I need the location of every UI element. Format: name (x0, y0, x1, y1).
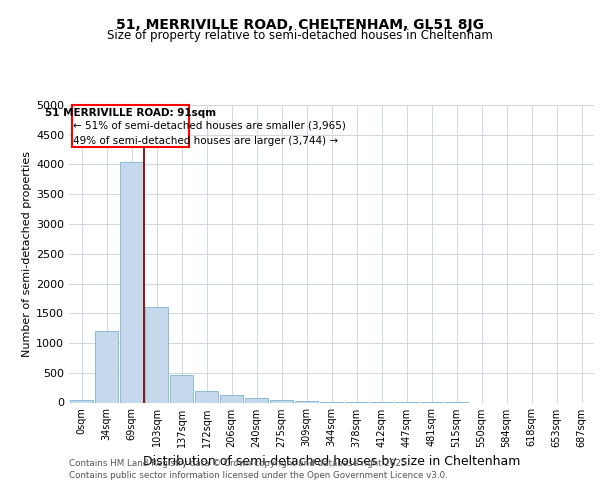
Text: ← 51% of semi-detached houses are smaller (3,965): ← 51% of semi-detached houses are smalle… (73, 121, 346, 131)
Y-axis label: Number of semi-detached properties: Number of semi-detached properties (22, 151, 32, 357)
Bar (170, 375, 193, 402)
Bar (270, 400, 293, 402)
Bar (145, 308, 168, 402)
Text: Contains public sector information licensed under the Open Government Licence v3: Contains public sector information licen… (69, 472, 448, 480)
Text: 49% of semi-detached houses are larger (3,744) →: 49% of semi-detached houses are larger (… (73, 136, 338, 146)
Bar (195, 391, 218, 402)
Bar (70, 400, 93, 402)
Bar (245, 398, 268, 402)
Bar (71, 105, 189, 146)
Bar (220, 396, 243, 402)
Text: Size of property relative to semi-detached houses in Cheltenham: Size of property relative to semi-detach… (107, 29, 493, 42)
Bar (95, 331, 118, 402)
Bar (120, 162, 143, 402)
Text: 51, MERRIVILLE ROAD, CHELTENHAM, GL51 8JG: 51, MERRIVILLE ROAD, CHELTENHAM, GL51 8J… (116, 18, 484, 32)
Text: Contains HM Land Registry data © Crown copyright and database right 2025.: Contains HM Land Registry data © Crown c… (69, 460, 409, 468)
Text: 51 MERRIVILLE ROAD: 91sqm: 51 MERRIVILLE ROAD: 91sqm (44, 108, 216, 118)
X-axis label: Distribution of semi-detached houses by size in Cheltenham: Distribution of semi-detached houses by … (143, 455, 520, 468)
Bar (295, 401, 318, 402)
